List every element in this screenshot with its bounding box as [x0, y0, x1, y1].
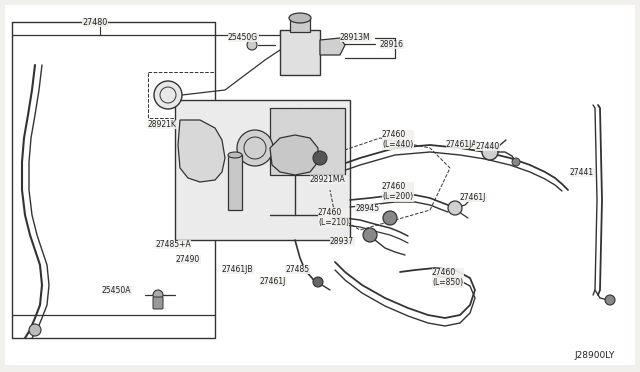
Text: 28921K: 28921K — [148, 120, 177, 129]
Polygon shape — [178, 120, 225, 182]
Circle shape — [363, 228, 377, 242]
Circle shape — [247, 40, 257, 50]
Text: 27461JB: 27461JB — [222, 265, 253, 274]
Text: 25450A: 25450A — [102, 286, 131, 295]
Polygon shape — [320, 38, 345, 55]
Polygon shape — [228, 155, 242, 210]
Text: 27460
(L=200): 27460 (L=200) — [382, 182, 413, 201]
Text: 28921MA: 28921MA — [310, 175, 346, 184]
Text: 27461JA: 27461JA — [446, 140, 477, 149]
Text: 27440: 27440 — [475, 142, 499, 151]
Text: 27461J: 27461J — [260, 277, 286, 286]
FancyBboxPatch shape — [5, 5, 635, 365]
Text: 27460
(L=440): 27460 (L=440) — [382, 130, 413, 150]
Polygon shape — [270, 108, 345, 175]
Polygon shape — [175, 100, 350, 240]
Text: 27461J: 27461J — [460, 193, 486, 202]
Circle shape — [237, 130, 273, 166]
Circle shape — [153, 290, 163, 300]
Circle shape — [313, 277, 323, 287]
Circle shape — [29, 324, 41, 336]
Text: 28945: 28945 — [355, 204, 379, 213]
Text: 25450G: 25450G — [228, 33, 258, 42]
Circle shape — [154, 81, 182, 109]
Ellipse shape — [228, 152, 242, 158]
Text: 27490: 27490 — [176, 255, 200, 264]
Circle shape — [448, 201, 462, 215]
FancyBboxPatch shape — [153, 297, 163, 309]
Polygon shape — [290, 18, 310, 32]
Ellipse shape — [289, 13, 311, 23]
Text: 28916: 28916 — [380, 40, 404, 49]
Text: 28937: 28937 — [330, 237, 354, 246]
Text: 27460
(L=210): 27460 (L=210) — [318, 208, 349, 227]
Text: 27441: 27441 — [570, 168, 594, 177]
Text: 27460
(L=850): 27460 (L=850) — [432, 268, 463, 288]
Text: 28913M: 28913M — [340, 33, 371, 42]
Text: 27480: 27480 — [82, 18, 108, 27]
Circle shape — [482, 144, 498, 160]
Text: 27485: 27485 — [285, 265, 309, 274]
Text: 27485+A: 27485+A — [155, 240, 191, 249]
Circle shape — [512, 158, 520, 166]
Polygon shape — [280, 30, 320, 75]
Polygon shape — [270, 135, 318, 175]
Circle shape — [383, 211, 397, 225]
Circle shape — [313, 151, 327, 165]
Circle shape — [605, 295, 615, 305]
Text: J28900LY: J28900LY — [575, 351, 615, 360]
